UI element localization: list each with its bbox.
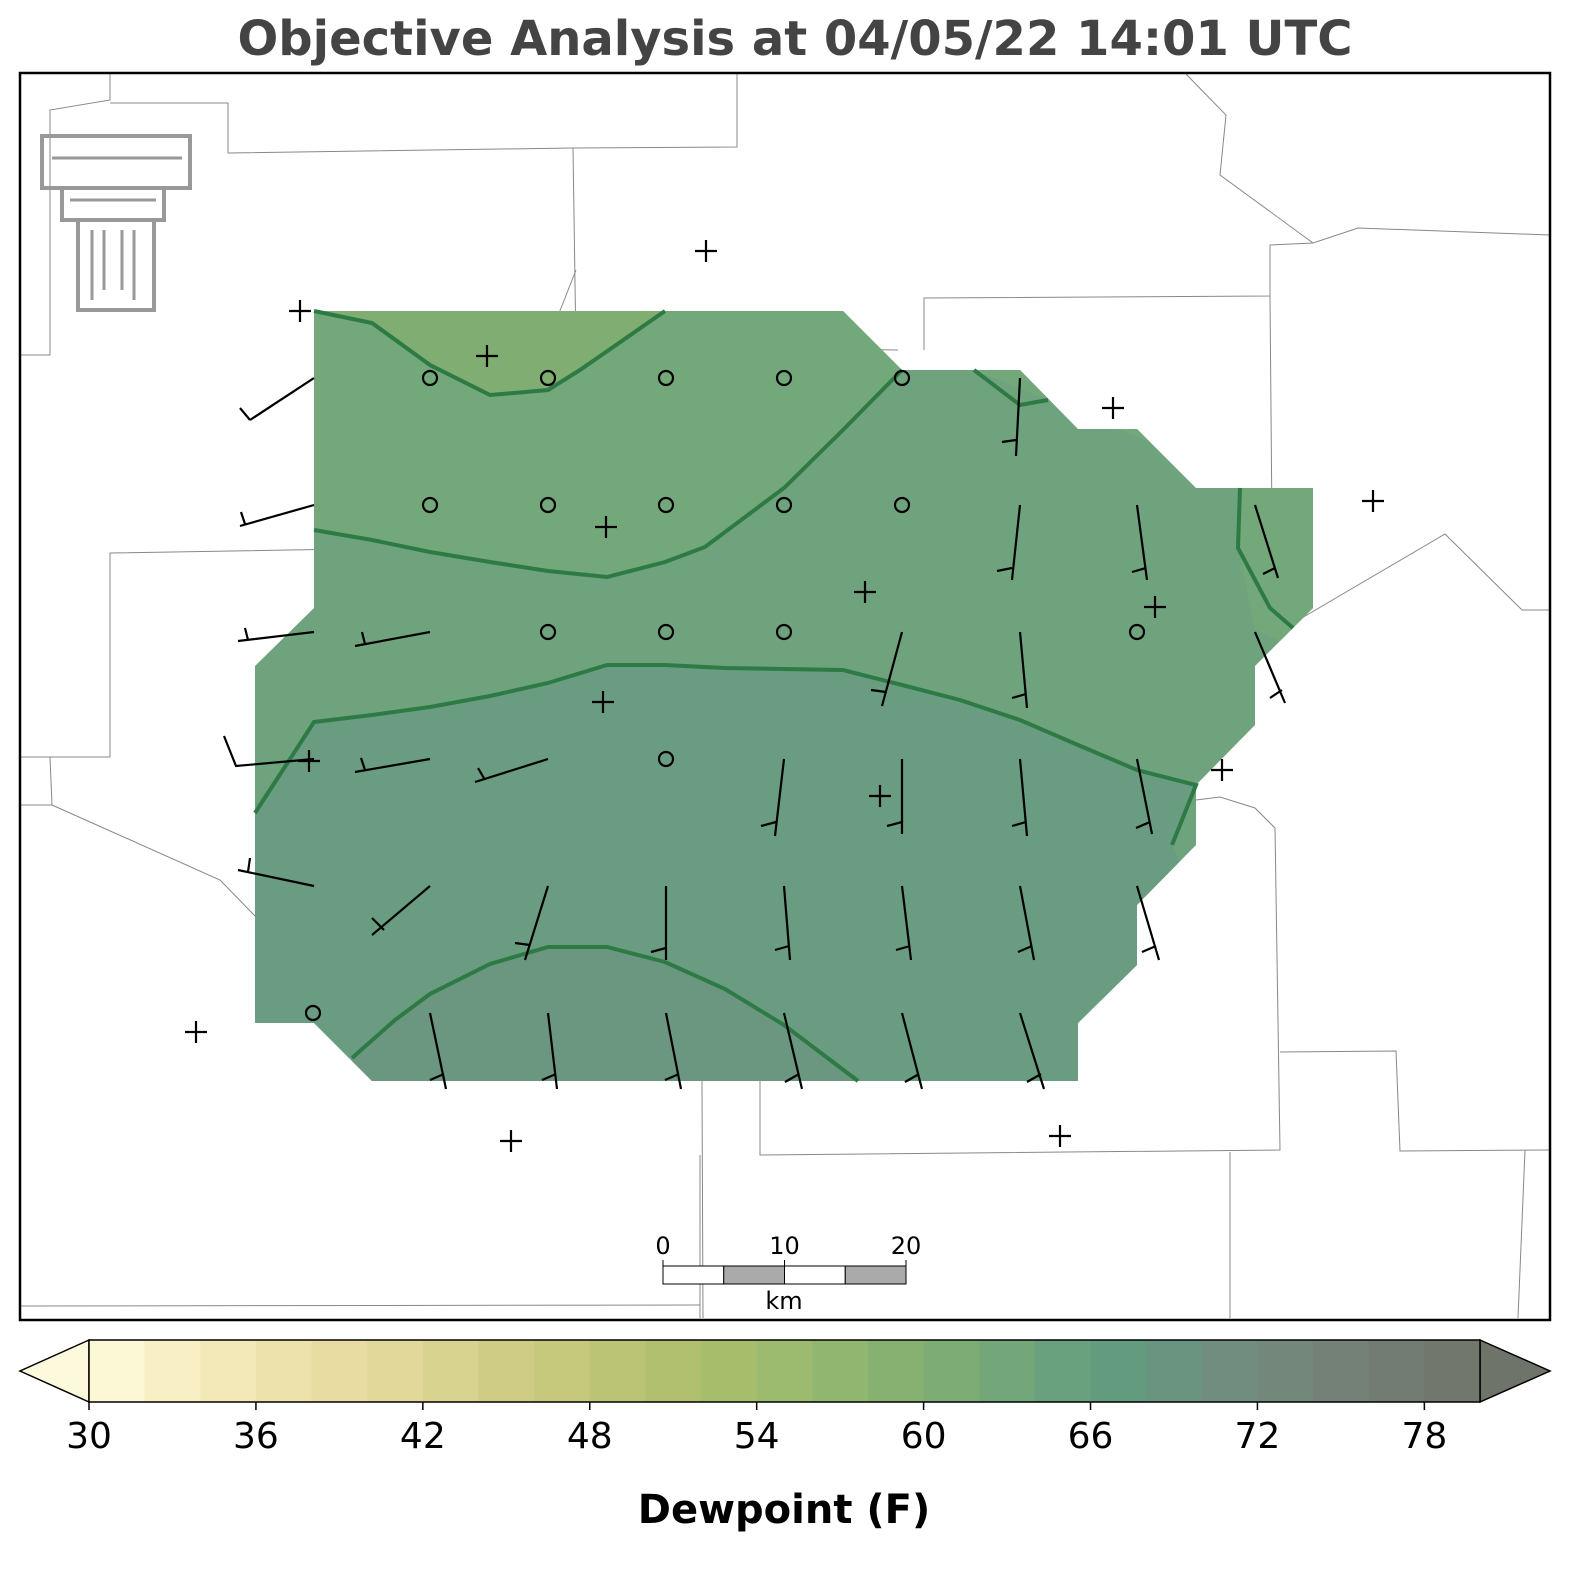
colorbar-cell bbox=[422, 1340, 479, 1402]
scale-tick-label: 0 bbox=[655, 1232, 670, 1260]
colorbar-tick-label: 72 bbox=[1235, 1416, 1281, 1457]
colorbar-cell bbox=[589, 1340, 646, 1402]
scale-segment bbox=[844, 1265, 907, 1285]
colorbar-cell bbox=[367, 1340, 424, 1402]
station-markers bbox=[185, 240, 1384, 1152]
scale-segment bbox=[784, 1265, 846, 1285]
colorbar-cell bbox=[1201, 1340, 1258, 1402]
colorbar-tick-label: 54 bbox=[734, 1416, 780, 1457]
colorbar-cell bbox=[478, 1340, 535, 1402]
map bbox=[18, 71, 1552, 1322]
title: Objective Analysis at 04/05/22 14:01 UTC bbox=[238, 11, 1353, 67]
colorbar-cell bbox=[1257, 1340, 1314, 1402]
dewpoint-field bbox=[255, 311, 1313, 1081]
colorbar-frame bbox=[88, 1339, 1481, 1403]
colorbar-under bbox=[18, 1338, 90, 1404]
colorbar-cell bbox=[89, 1340, 146, 1402]
colorbar-cell bbox=[1368, 1340, 1425, 1402]
colorbar-cell bbox=[756, 1340, 813, 1402]
colorbar-cell bbox=[1034, 1340, 1092, 1402]
colorbar-over bbox=[1479, 1338, 1552, 1404]
scale-segment bbox=[662, 1265, 725, 1285]
scale-unit: km bbox=[765, 1287, 802, 1315]
colorbar-cell bbox=[200, 1340, 257, 1402]
colorbar-cell bbox=[255, 1340, 313, 1402]
colorbar-tick-label: 60 bbox=[901, 1416, 947, 1457]
colorbar-tick-label: 78 bbox=[1401, 1416, 1447, 1457]
colorbar-cell bbox=[144, 1340, 201, 1402]
scale-tick-label: 10 bbox=[769, 1232, 800, 1260]
contours bbox=[253, 309, 1295, 1083]
colorbar-cell bbox=[701, 1340, 758, 1402]
logo bbox=[40, 134, 192, 312]
colorbar-cell bbox=[1146, 1340, 1203, 1402]
colorbar-tick-label: 36 bbox=[233, 1416, 279, 1457]
wind-barbs bbox=[222, 377, 1287, 1090]
colorbar-cell bbox=[311, 1340, 368, 1402]
colorbar-tick-label: 30 bbox=[66, 1416, 112, 1457]
colorbar-cell bbox=[812, 1340, 869, 1402]
colorbar-tick-label: 48 bbox=[567, 1416, 613, 1457]
colorbar-tick-label: 42 bbox=[400, 1416, 446, 1457]
colorbar-label: Dewpoint (F) bbox=[638, 1487, 931, 1533]
colorbar-cell bbox=[534, 1340, 591, 1402]
field-band bbox=[352, 947, 858, 1081]
scale-tick-label: 20 bbox=[891, 1232, 922, 1260]
colorbar-cell bbox=[645, 1340, 702, 1402]
colorbar-cell bbox=[867, 1340, 925, 1402]
colorbar-tick-label: 66 bbox=[1068, 1416, 1114, 1457]
scale-bar: km 0 10 20 bbox=[655, 1232, 921, 1315]
colorbar-cell bbox=[1090, 1340, 1147, 1402]
colorbar-cell bbox=[979, 1340, 1036, 1402]
scale-segment bbox=[723, 1265, 785, 1285]
colorbar: Dewpoint (F) 30 36 42 48 54 60 66 72 78 bbox=[18, 1338, 1552, 1533]
colorbar-cell bbox=[1313, 1340, 1370, 1402]
colorbar-cell bbox=[923, 1340, 980, 1402]
map-frame bbox=[18, 71, 1552, 1322]
colorbar-cell bbox=[1424, 1340, 1481, 1402]
